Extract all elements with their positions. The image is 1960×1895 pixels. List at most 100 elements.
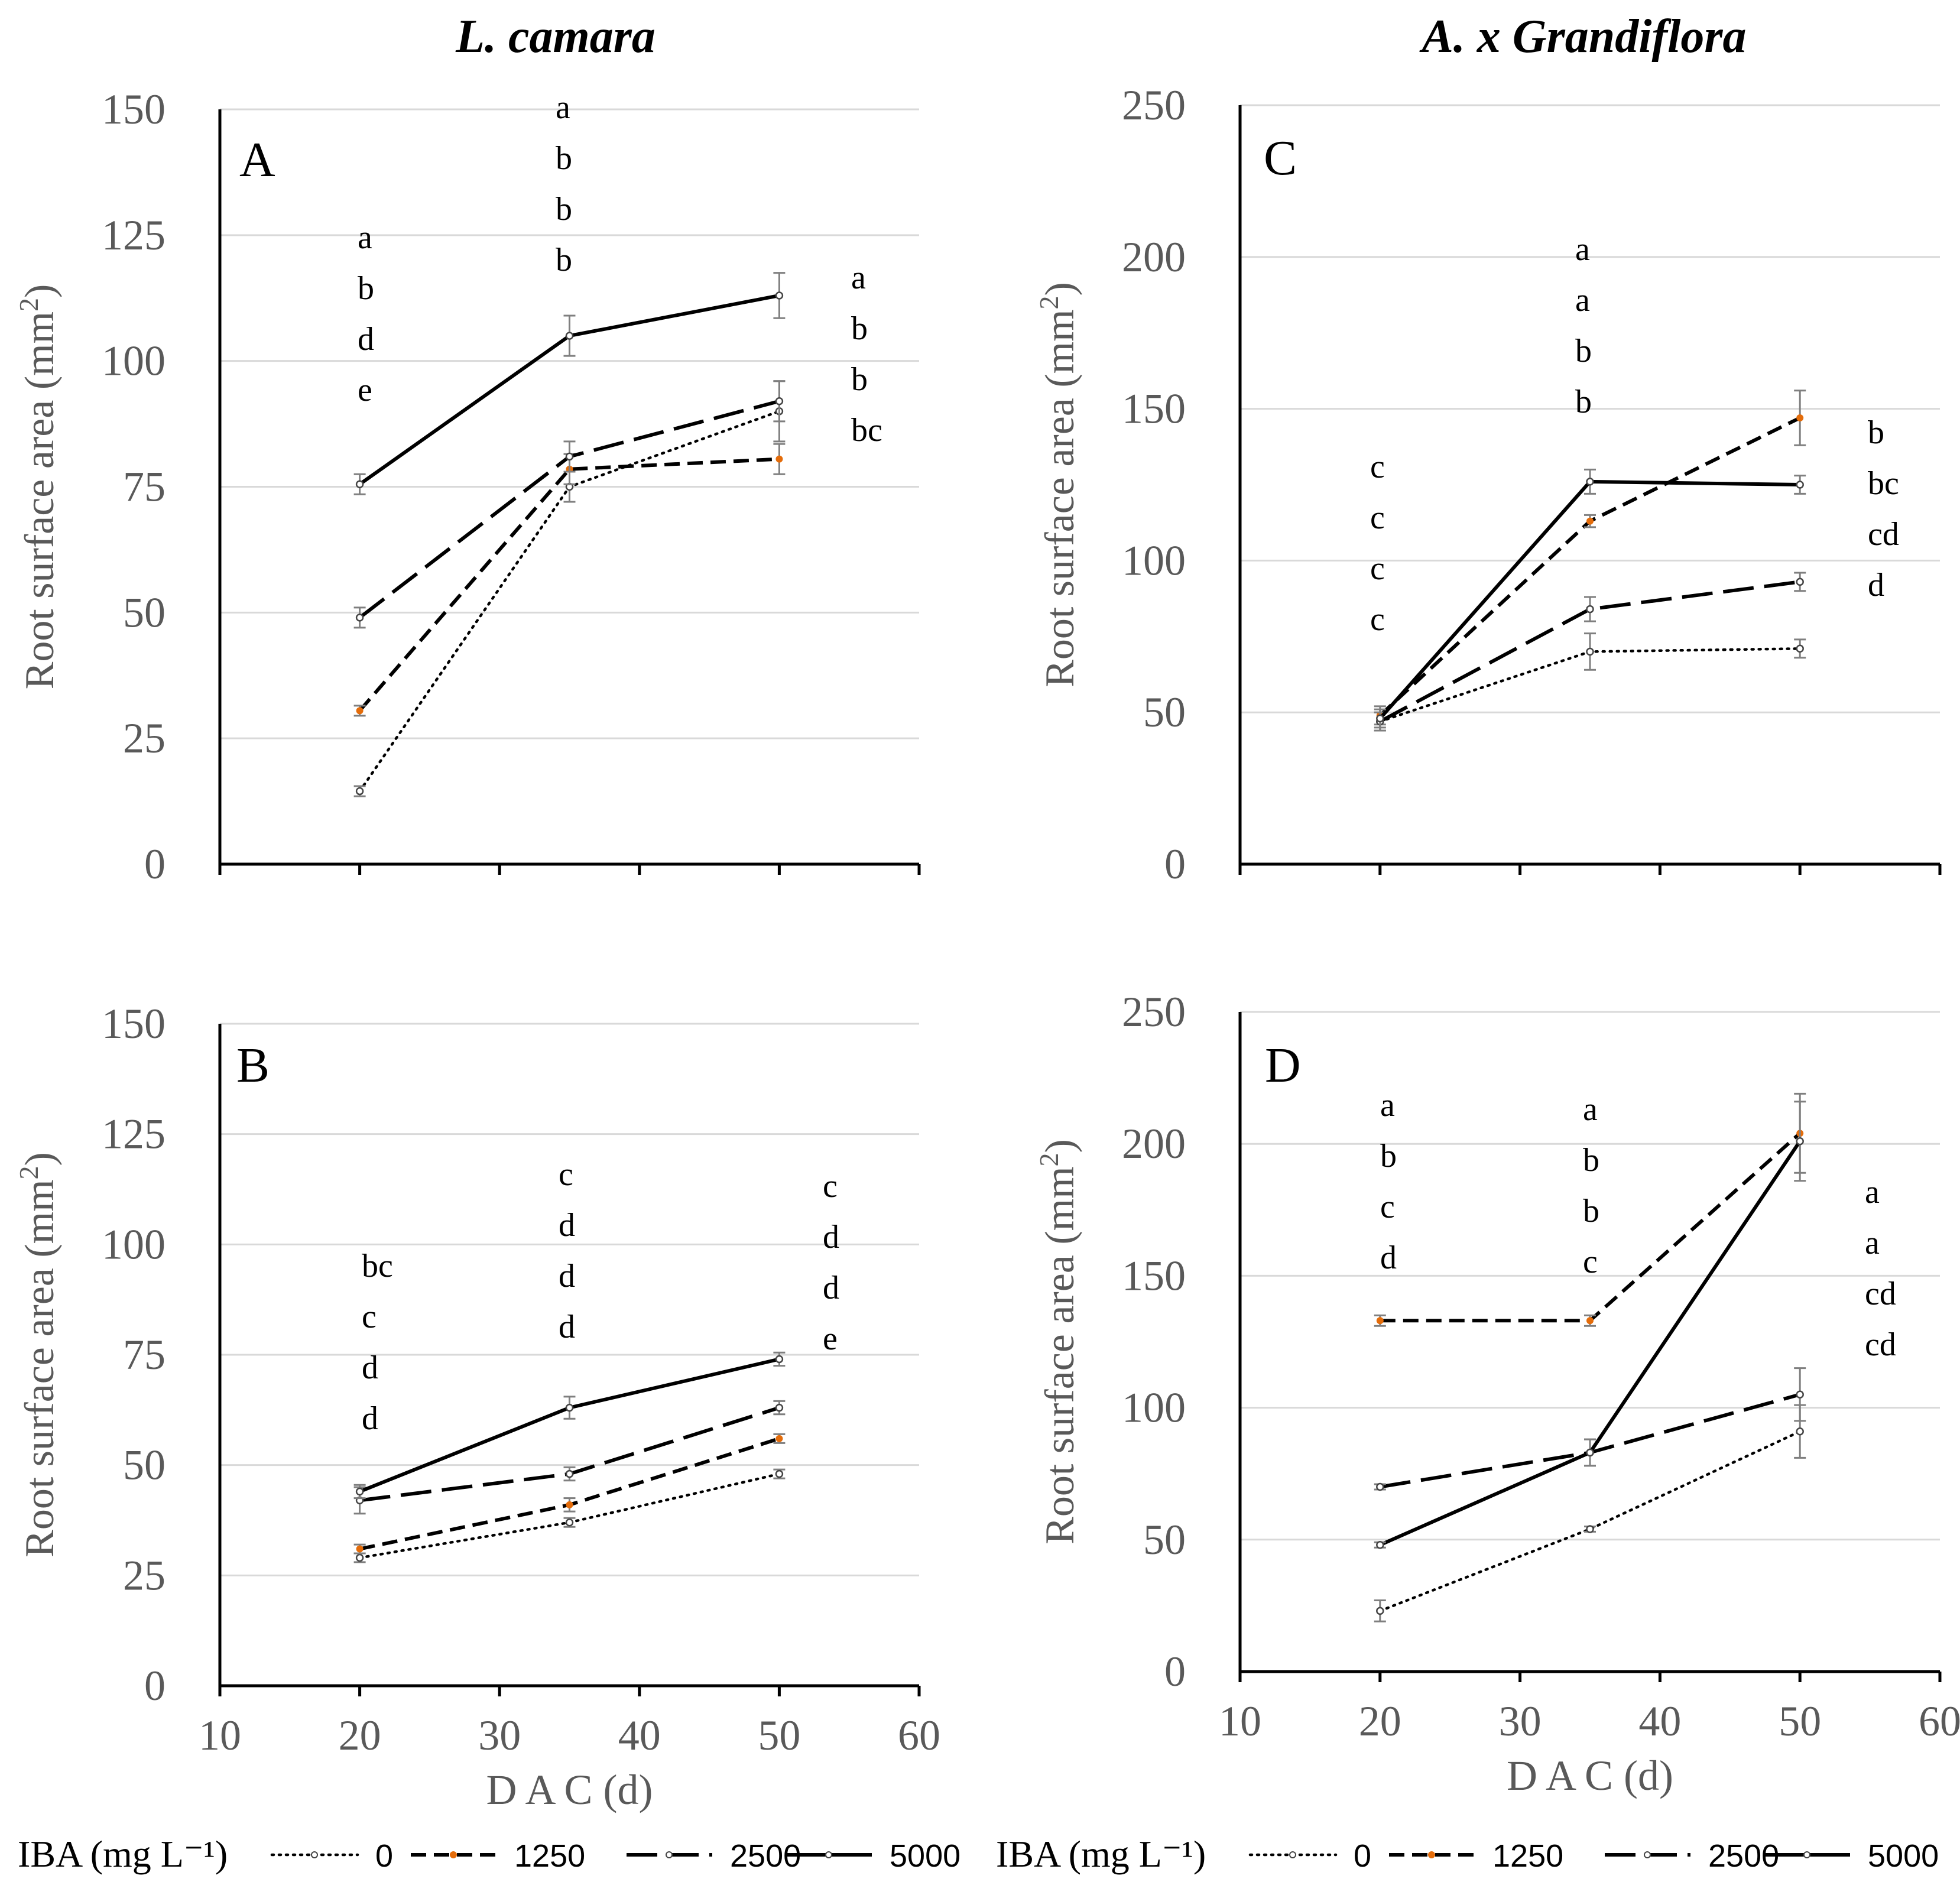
y-tick-label: 75 [123, 1331, 166, 1378]
significance-label: d [362, 1400, 378, 1437]
data-point [566, 1501, 573, 1508]
legend-entry-label: 0 [375, 1838, 393, 1874]
y-tick-label: 100 [102, 1221, 166, 1268]
legend-marker [825, 1851, 832, 1858]
legend-marker [1803, 1851, 1810, 1858]
x-tick-label: 50 [1779, 1698, 1821, 1745]
y-tick-label: 200 [1122, 233, 1186, 281]
significance-label: b [1583, 1142, 1599, 1179]
significance-label: c [1370, 449, 1385, 485]
data-point [775, 291, 784, 300]
significance-label: b [851, 361, 868, 398]
legend-title: IBA (mg L⁻¹) [18, 1833, 228, 1875]
data-point [1796, 1137, 1804, 1146]
y-axis-label: Root surface area (mm2) [14, 284, 63, 690]
x-axis-label: D A C (d) [486, 1766, 653, 1813]
significance-label: e [823, 1320, 838, 1357]
x-tick-label: 60 [898, 1712, 940, 1759]
x-axis-label: D A C (d) [1507, 1752, 1673, 1799]
y-tick-label: 100 [1122, 537, 1186, 584]
series-line [358, 457, 780, 712]
data-point [1586, 605, 1594, 614]
x-tick-label: 10 [1219, 1698, 1261, 1745]
data-point [1586, 478, 1594, 486]
panel-c: 0 50 100 150 200 250 Root surface area (mm2) Cc… [1034, 82, 1942, 888]
y-tick-label: 0 [1164, 841, 1186, 888]
panel-letter: A [239, 132, 275, 187]
significance-label: cd [1868, 516, 1899, 553]
x-tick-label: 20 [339, 1712, 381, 1759]
legend-entry-label: 5000 [890, 1838, 960, 1874]
y-tick-label: 0 [144, 841, 166, 888]
significance-label: c [559, 1156, 573, 1193]
series-5000 [1374, 468, 1806, 729]
panel-b: 0 25 50 75 100 125 150 10 20 30 40 50 60 Root surface… [14, 1000, 940, 1813]
legend-marker [1289, 1851, 1296, 1858]
y-tick-label: 125 [102, 212, 166, 259]
significance-label: d [362, 1349, 378, 1386]
significance-label: b [358, 270, 374, 307]
significance-label: d [358, 321, 374, 358]
legend-left: IBA (mg L⁻¹) 0 1250 2500 5000 [18, 1833, 960, 1875]
significance-label: b [556, 140, 572, 177]
data-point [565, 1403, 574, 1412]
significance-label: c [1380, 1189, 1395, 1225]
y-tick-label: 25 [123, 715, 166, 762]
series-line [359, 1406, 780, 1503]
panel-d: 0 50 100 150 200 250 10 20 30 40 50 60 Root surface … [1034, 988, 1960, 1799]
significance-label: c [823, 1168, 838, 1205]
series-2500 [1374, 1367, 1806, 1491]
significance-label: d [559, 1309, 575, 1345]
data-point [1376, 1317, 1384, 1325]
data-point [1376, 714, 1384, 723]
legend-marker [1428, 1851, 1435, 1858]
y-tick-label: 0 [144, 1662, 166, 1709]
data-point [1586, 647, 1594, 656]
series-5000 [353, 1351, 786, 1500]
significance-label: d [1868, 567, 1884, 603]
y-tick-label: 50 [123, 589, 166, 636]
series-0 [353, 1468, 786, 1563]
x-tick-label: 30 [1499, 1698, 1542, 1745]
significance-label: a [1865, 1225, 1880, 1261]
y-tick-label: 0 [1164, 1648, 1186, 1695]
data-point [775, 1403, 784, 1412]
column-title-left: L. camara [455, 11, 656, 63]
y-tick-label: 200 [1122, 1120, 1186, 1167]
x-tick-label: 60 [1919, 1698, 1960, 1745]
data-point [1586, 1448, 1594, 1457]
data-point [355, 480, 364, 488]
y-axis-label: Root surface area (mm2) [14, 1152, 63, 1557]
significance-label: cd [1865, 1326, 1896, 1363]
significance-label: cd [1865, 1276, 1896, 1312]
legend-marker [450, 1851, 457, 1858]
y-tick-label: 50 [1143, 689, 1186, 736]
data-point [1376, 1482, 1384, 1491]
y-tick-label: 250 [1122, 82, 1186, 129]
data-point [1796, 1390, 1804, 1399]
data-point [355, 787, 364, 796]
data-point [775, 455, 783, 463]
y-tick-label: 150 [102, 86, 166, 133]
series-0 [1374, 632, 1806, 732]
significance-label: bc [362, 1248, 393, 1284]
significance-label: bc [851, 412, 882, 449]
data-point [1586, 1317, 1594, 1325]
series-5000 [353, 272, 786, 495]
significance-label: c [1370, 499, 1385, 536]
legend-marker [666, 1851, 673, 1858]
data-point [355, 614, 364, 622]
significance-label: d [559, 1258, 575, 1294]
panel-letter: C [1264, 131, 1297, 186]
series-line [358, 1472, 781, 1559]
y-tick-label: 75 [123, 463, 166, 511]
legend-entry-label: 5000 [1868, 1838, 1939, 1874]
series-1250 [353, 443, 786, 717]
data-point [1376, 1607, 1384, 1615]
y-tick-label: 100 [1122, 1384, 1186, 1432]
data-point [775, 1355, 784, 1364]
data-point [1796, 481, 1804, 489]
column-title-right: A. x Grandiflora [1419, 11, 1747, 63]
significance-label: a [1575, 231, 1590, 268]
